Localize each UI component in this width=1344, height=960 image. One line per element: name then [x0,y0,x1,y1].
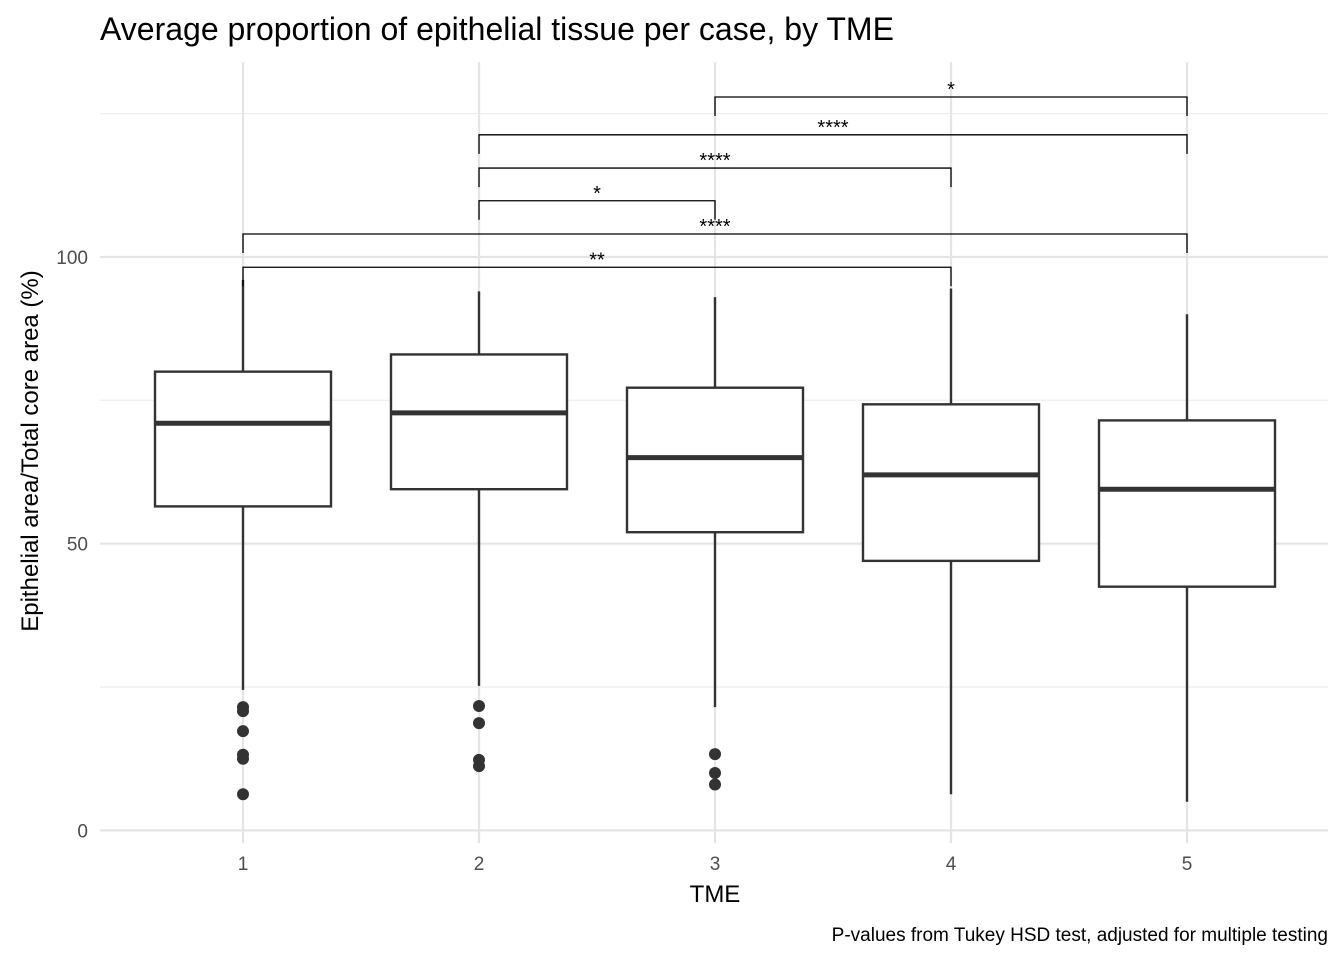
box-group-3 [625,297,805,791]
outlier-point [709,748,721,761]
outlier-point [473,717,485,730]
boxes [153,279,1277,802]
comparison-1-4: ** [242,249,952,287]
box-iqr [389,353,569,491]
significance-label: * [947,79,955,101]
significance-bracket [242,233,1188,254]
x-tick-label: 1 [238,854,249,875]
box-group-5 [1097,314,1277,802]
outlier-point [237,752,249,765]
box-group-1 [153,279,333,801]
box-group-2 [389,291,569,773]
significance-bracket [478,167,952,188]
chart-title: Average proportion of epithelial tissue … [100,11,894,47]
outlier-point [237,725,249,738]
outlier-point [473,760,485,773]
y-tick-label: 100 [56,248,88,269]
y-axis-title: Epithelial area/Total core area (%) [17,270,44,632]
outlier-point [237,788,249,801]
outlier-point [473,699,485,712]
significance-bracket [714,96,1188,116]
x-tick-label: 3 [710,854,721,875]
x-axis-title: TME [690,881,741,908]
chart-caption: P-values from Tukey HSD test, adjusted f… [832,925,1328,946]
significance-bracket [478,200,716,220]
box-group-4 [861,288,1041,795]
outlier-point [709,778,721,791]
box-iqr [1097,419,1277,588]
outlier-point [237,705,249,718]
box-iqr [861,403,1041,563]
comparison-2-4: **** [478,150,952,188]
x-tick-label: 2 [474,854,485,875]
significance-brackets: **************** [242,79,1188,287]
comparison-2-3: * [478,183,716,220]
axis-ticks: 0 50 100 1 2 3 4 5 [56,248,1192,875]
significance-label: **** [699,150,730,172]
significance-bracket [242,266,952,287]
box-iqr [153,370,333,508]
x-tick-label: 4 [946,854,957,875]
y-tick-label: 0 [77,821,88,842]
comparison-1-5: **** [242,216,1188,254]
significance-label: **** [699,216,730,238]
significance-bracket [478,134,1188,154]
significance-label: * [593,183,601,205]
comparison-3-5: * [714,79,1188,116]
significance-label: **** [817,117,848,139]
x-tick-label: 5 [1182,854,1193,875]
outlier-point [709,767,721,780]
comparison-2-5: **** [478,117,1188,154]
y-tick-label: 50 [67,535,88,556]
significance-label: ** [589,249,605,271]
